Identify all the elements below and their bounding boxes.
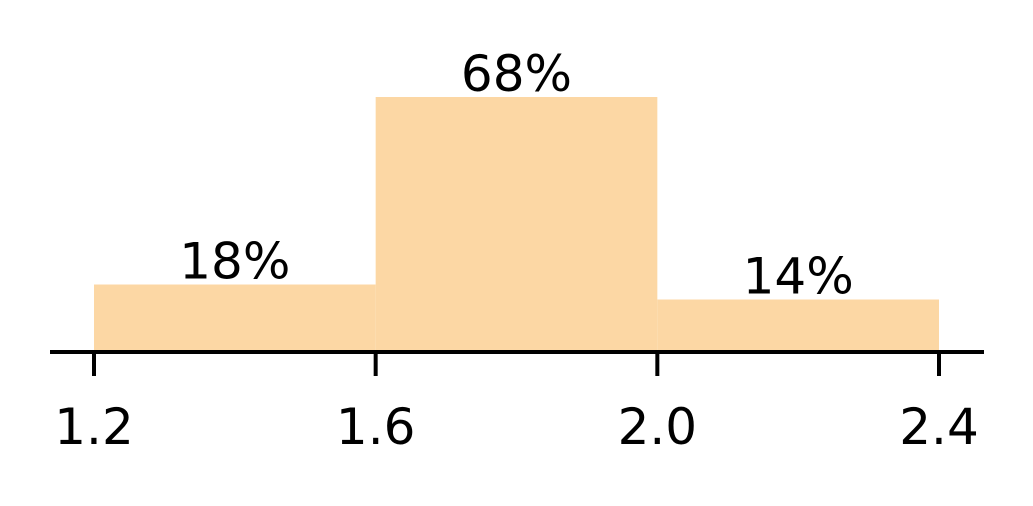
x-tick-label-3: 2.4 (899, 398, 979, 456)
bar-labels-layer: 18% 68% 14% (179, 45, 853, 306)
x-ticks-layer: 1.2 1.6 2.0 2.4 (54, 352, 979, 456)
x-tick-label-2: 2.0 (618, 398, 698, 456)
x-tick-label-1: 1.6 (336, 398, 416, 456)
bar-0 (94, 284, 376, 352)
bar-2 (657, 299, 939, 352)
bars-layer (94, 97, 939, 352)
bar-label-0: 18% (179, 233, 290, 291)
bar-label-1: 68% (461, 45, 572, 103)
bar-1 (375, 97, 658, 352)
x-tick-label-0: 1.2 (54, 398, 134, 456)
bar-label-2: 14% (743, 248, 854, 306)
